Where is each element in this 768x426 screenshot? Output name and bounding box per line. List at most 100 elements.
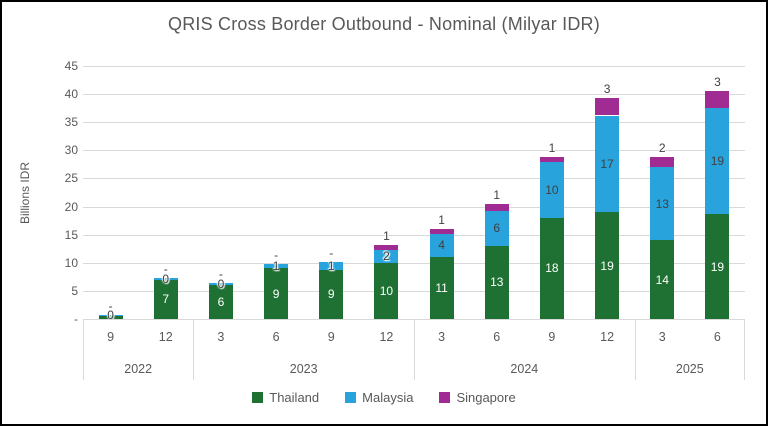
bar-segment-thailand — [705, 214, 730, 319]
y-tick-label: 45 — [64, 59, 78, 73]
gridline — [83, 290, 745, 292]
plot-area: 0-7 0-6 0-9 1-9 1-10 2 1 11 4 1 13 6 1 18 10 1 19 17 3 14 13… — [83, 66, 745, 323]
bar-segment-malaysia — [484, 210, 509, 246]
gridline — [83, 262, 745, 264]
bar-segment-thailand — [374, 262, 399, 319]
axis-separator — [744, 319, 745, 380]
month-label: 12 — [379, 330, 394, 344]
data-label-singapore: 1 — [438, 213, 445, 228]
legend-swatch-thailand — [252, 392, 264, 403]
bar-segment-malaysia — [539, 161, 564, 218]
data-label-malaysia: 2 — [383, 249, 390, 264]
data-label-malaysia: 19 — [710, 154, 725, 169]
data-label-singapore: - — [163, 261, 168, 276]
bar-segment-thailand — [539, 217, 564, 319]
bar-segment-thailand — [319, 269, 344, 319]
y-tick-label: 10 — [64, 255, 78, 270]
data-label-malaysia: 17 — [600, 156, 614, 171]
bar-segment-malaysia — [705, 107, 730, 215]
bar-segment-singapore — [650, 156, 675, 168]
data-label-thailand: 19 — [600, 258, 614, 273]
y-tick-label: 40 — [64, 87, 78, 102]
y-tick-label: 15 — [64, 227, 78, 242]
data-label-thailand: 6 — [217, 295, 225, 310]
data-label-singapore: 1 — [493, 187, 501, 202]
bar-segment-singapore — [429, 229, 454, 234]
data-label-malaysia: 0 — [107, 308, 114, 323]
month-label: 3 — [658, 330, 666, 344]
bar-segment-singapore — [705, 90, 730, 108]
bar-segment-thailand — [484, 245, 509, 319]
y-tick-label: 20 — [64, 199, 78, 214]
y-tick-label: - — [74, 312, 78, 326]
data-label-singapore: - — [329, 246, 334, 261]
bar-segment-thailand — [595, 212, 620, 319]
data-label-singapore: 2 — [658, 140, 666, 155]
data-label-malaysia: 10 — [545, 182, 559, 197]
data-label-thailand: 19 — [710, 259, 725, 274]
data-label-malaysia: 1 — [327, 258, 335, 273]
data-label-singapore: - — [274, 247, 279, 262]
bar-segment-malaysia — [374, 249, 399, 263]
axis-separator — [634, 319, 636, 380]
axis-separator — [83, 319, 84, 380]
legend-label: Malaysia — [362, 390, 414, 405]
bar-segment-singapore — [484, 203, 509, 211]
data-label-singapore: - — [108, 298, 113, 313]
bar-segment-singapore — [595, 98, 620, 116]
data-label-malaysia: 0 — [217, 277, 225, 292]
gridline — [83, 66, 745, 67]
bar-segment-thailand — [98, 315, 123, 319]
year-label: 2023 — [289, 362, 318, 376]
month-label: 12 — [158, 330, 173, 344]
bar-segment-thailand — [153, 279, 178, 319]
bar-segment-malaysia — [264, 263, 289, 269]
bar-segment-thailand — [429, 257, 454, 319]
y-tick-label: 30 — [64, 143, 78, 158]
gridline — [83, 234, 745, 236]
data-label-thailand: 7 — [162, 292, 170, 307]
legend-item-malaysia: Malaysia — [345, 390, 413, 405]
month-label: 9 — [107, 330, 115, 344]
month-label: 3 — [438, 330, 446, 344]
gridline — [83, 122, 745, 124]
year-label: 2022 — [124, 362, 153, 376]
data-label-malaysia: 4 — [438, 238, 445, 253]
gridline — [83, 206, 745, 208]
bar-segment-malaysia — [153, 277, 178, 280]
month-label: 9 — [548, 330, 556, 344]
bar-segment-malaysia — [208, 283, 233, 286]
data-label-thailand: 13 — [490, 275, 504, 290]
x-axis: 9 12 3 6 9 12 3 6 9 12 3 6 2022 2023 2024 2025 — [83, 319, 745, 381]
bar-segment-thailand — [264, 268, 289, 319]
y-tick-label: 25 — [64, 171, 78, 186]
month-label: 12 — [600, 330, 615, 344]
y-axis-title: Billions IDR — [18, 162, 32, 225]
month-label: 9 — [327, 330, 335, 344]
data-label-singapore: 3 — [603, 82, 611, 97]
bar-segment-singapore — [539, 156, 564, 162]
gridline — [83, 150, 745, 152]
month-label: 6 — [713, 330, 721, 344]
month-label: 6 — [493, 330, 501, 344]
month-label: 3 — [217, 330, 225, 344]
data-label-singapore: - — [218, 267, 223, 282]
data-label-thailand: 10 — [379, 283, 394, 298]
bar-segment-thailand — [208, 285, 233, 319]
data-label-thailand: 9 — [327, 287, 335, 302]
data-label-singapore: 1 — [548, 140, 556, 155]
y-tick-label: 35 — [64, 115, 78, 130]
data-label-malaysia: 0 — [162, 271, 170, 286]
data-label-singapore: 3 — [714, 74, 721, 89]
legend: Thailand Malaysia Singapore — [2, 390, 766, 405]
bar-segment-malaysia — [595, 115, 620, 213]
bar-segment-malaysia — [319, 262, 344, 270]
legend-item-singapore: Singapore — [439, 390, 516, 405]
data-label-malaysia: 1 — [272, 259, 280, 274]
axis-separator — [414, 319, 415, 380]
legend-label: Thailand — [269, 390, 320, 405]
y-tick-label: 5 — [71, 283, 78, 298]
bar-segment-malaysia — [98, 314, 123, 316]
month-label: 6 — [272, 330, 280, 344]
